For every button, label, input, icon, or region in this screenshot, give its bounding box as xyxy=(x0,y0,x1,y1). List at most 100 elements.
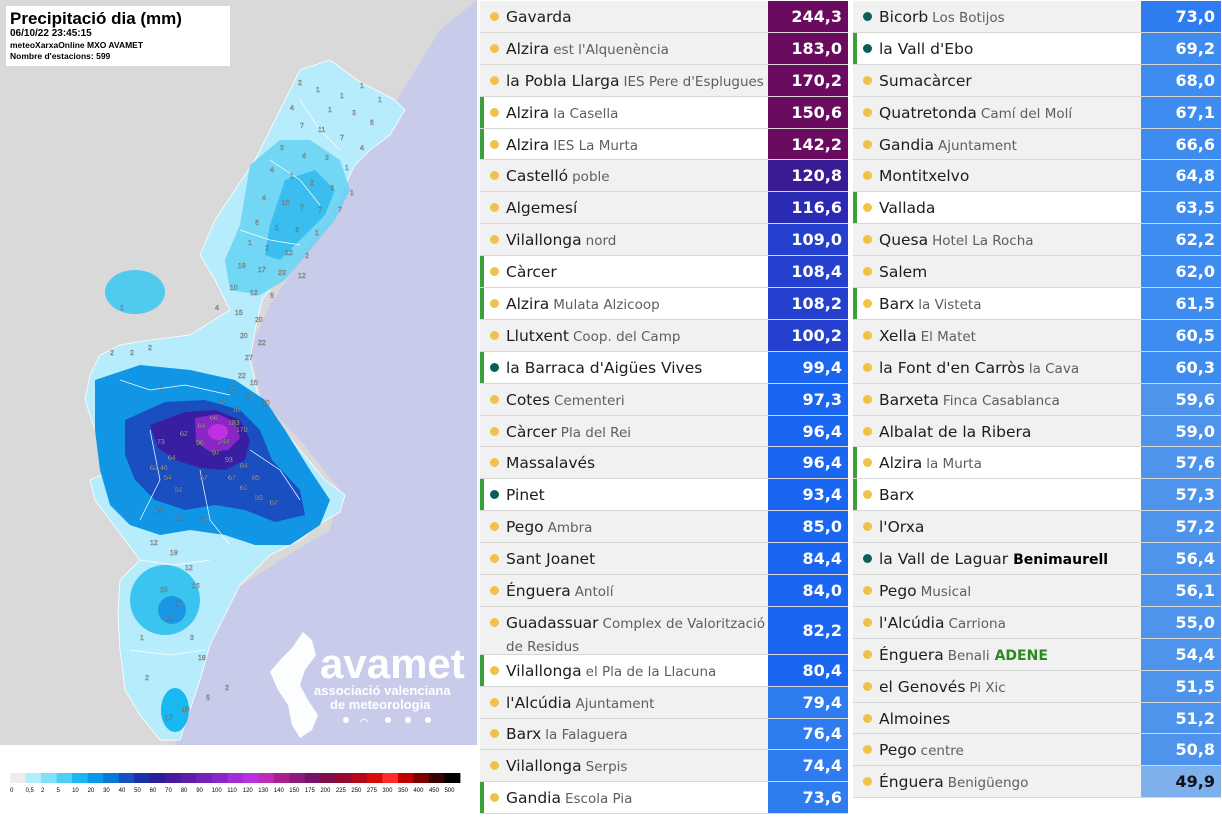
station-label: Gandia Escola Pia xyxy=(506,788,632,807)
station-map-label: 7 xyxy=(338,207,342,214)
station-name-cell: Castelló poble xyxy=(480,160,768,191)
legend-swatch xyxy=(351,773,368,783)
station-row[interactable]: Vilallonga Serpis 74,4 xyxy=(480,750,848,783)
station-row[interactable]: Sant Joanet 84,4 xyxy=(480,543,848,576)
station-row[interactable]: Pego centre 50,8 xyxy=(853,734,1221,767)
station-row[interactable]: Barx 57,3 xyxy=(853,479,1221,512)
station-label: Vilallonga Serpis xyxy=(506,756,627,775)
station-row[interactable]: Barx la Falaguera 76,4 xyxy=(480,718,848,751)
legend-swatch xyxy=(320,773,337,783)
station-label: Quatretonda Camí del Molí xyxy=(879,103,1072,122)
station-label: Énguera Benigüengo xyxy=(879,772,1028,791)
station-row[interactable]: Gandia Ajuntament 66,6 xyxy=(853,128,1221,161)
station-sublocation: la Murta xyxy=(926,456,982,473)
legend-tick-label: 100 xyxy=(212,788,223,794)
station-row[interactable]: Massalavés 96,4 xyxy=(480,447,848,480)
station-extra: Benimaurell xyxy=(1013,552,1109,569)
station-row[interactable]: l'Alcúdia Ajuntament 79,4 xyxy=(480,686,848,719)
station-row[interactable]: Pego Ambra 85,0 xyxy=(480,511,848,544)
station-name: l'Alcúdia xyxy=(506,693,572,712)
station-row[interactable]: Vallada 63,5 xyxy=(853,192,1221,225)
station-row[interactable]: el Genovés Pi Xic 51,5 xyxy=(853,670,1221,703)
station-row[interactable]: l'Alcúdia Carriona 55,0 xyxy=(853,606,1221,639)
station-row[interactable]: la Font d'en Carròs la Cava 60,3 xyxy=(853,351,1221,384)
station-map-label: 11 xyxy=(318,127,325,134)
station-row[interactable]: Pinet 93,4 xyxy=(480,479,848,512)
station-name-cell: Bicorb Los Botijos xyxy=(853,1,1141,32)
station-type-dot-yellow-icon xyxy=(490,761,499,771)
station-label: Castelló poble xyxy=(506,166,610,185)
station-row[interactable]: Bicorb Los Botijos 73,0 xyxy=(853,1,1221,33)
station-row[interactable]: Alzira IES La Murta 142,2 xyxy=(480,128,848,161)
station-row[interactable]: Barxeta Finca Casablanca 59,6 xyxy=(853,383,1221,416)
station-map-label: 67 xyxy=(228,475,236,482)
station-row[interactable]: Albalat de la Ribera 59,0 xyxy=(853,415,1221,448)
station-map-label: 97 xyxy=(212,450,220,457)
station-sublocation: nord xyxy=(585,233,617,250)
station-row[interactable]: la Barraca d'Aigües Vives 99,4 xyxy=(480,351,848,384)
station-row[interactable]: Énguera Benali ADENE 54,4 xyxy=(853,638,1221,671)
station-row[interactable]: Alzira la Casella 150,6 xyxy=(480,96,848,129)
station-name-cell: Albalat de la Ribera xyxy=(853,416,1141,447)
station-row[interactable]: Sumacàrcer 68,0 xyxy=(853,64,1221,97)
station-name: Llutxent xyxy=(506,326,569,345)
station-type-dot-yellow-icon xyxy=(863,362,872,372)
station-precip-value: 79,4 xyxy=(768,686,848,718)
station-row[interactable]: Alzira Mulata Alzicoop 108,2 xyxy=(480,288,848,320)
station-type-dot-yellow-icon xyxy=(863,139,872,149)
station-map-label: 64 xyxy=(198,423,206,430)
station-row[interactable]: Vilallonga nord 109,0 xyxy=(480,224,848,257)
station-row[interactable]: Énguera Antolí 84,0 xyxy=(480,575,848,607)
station-row[interactable]: Càrcer Pla del Rei 96,4 xyxy=(480,415,848,448)
station-row[interactable]: Castelló poble 120,8 xyxy=(480,160,848,193)
station-name-cell: Xella El Matet xyxy=(853,320,1141,351)
station-row[interactable]: Salem 62,0 xyxy=(853,256,1221,289)
station-precip-value: 76,4 xyxy=(768,718,848,750)
station-row[interactable]: Quesa Hotel La Rocha 62,2 xyxy=(853,224,1221,257)
station-row[interactable]: Xella El Matet 60,5 xyxy=(853,319,1221,352)
station-label: Vilallonga nord xyxy=(506,230,616,249)
legend-swatch xyxy=(335,773,352,783)
station-row[interactable]: Vilallonga el Pla de la Llacuna 80,4 xyxy=(480,654,848,687)
station-map-label: 1 xyxy=(360,83,364,90)
station-row[interactable]: la Vall d'Ebo 69,2 xyxy=(853,32,1221,65)
station-row[interactable]: Énguera Benigüengo 49,9 xyxy=(853,766,1221,799)
station-label: Gavarda xyxy=(506,7,572,26)
station-sublocation: Benigüengo xyxy=(947,775,1029,792)
station-row[interactable]: Cotes Cementeri 97,3 xyxy=(480,383,848,416)
station-row[interactable]: Càrcer 108,4 xyxy=(480,256,848,289)
legend-swatch xyxy=(134,773,151,783)
station-row[interactable]: Gandia Escola Pia 73,6 xyxy=(480,782,848,815)
station-name-cell: Énguera Benali ADENE xyxy=(853,639,1141,670)
station-row[interactable]: l'Orxa 57,2 xyxy=(853,511,1221,544)
station-row[interactable]: Montitxelvo 64,8 xyxy=(853,160,1221,193)
station-row[interactable]: Barx la Visteta 61,5 xyxy=(853,288,1221,320)
station-map-label: 61 xyxy=(240,485,248,492)
station-map-label: 66 xyxy=(210,415,218,422)
station-label: Almoines xyxy=(879,709,950,728)
station-type-dot-yellow-icon xyxy=(490,585,499,595)
station-row[interactable]: Algemesí 116,6 xyxy=(480,192,848,225)
station-label: Barx la Visteta xyxy=(879,294,981,313)
station-row[interactable]: la Vall de Laguar Benimaurell 56,4 xyxy=(853,543,1221,576)
station-sublocation: Carriona xyxy=(948,615,1006,632)
station-map-label: 244 xyxy=(218,439,230,446)
avamet-logo-sub2: de meteorologia xyxy=(330,697,431,712)
station-name-cell: Gandia Escola Pia xyxy=(480,782,768,814)
station-sublocation: Finca Casablanca xyxy=(942,392,1060,409)
station-row[interactable]: Llutxent Coop. del Camp 100,2 xyxy=(480,319,848,352)
station-sublocation: el Pla de la Llacuna xyxy=(585,663,717,680)
station-row[interactable]: Gavarda 244,3 xyxy=(480,1,848,33)
station-row[interactable]: Quatretonda Camí del Molí 67,1 xyxy=(853,96,1221,129)
station-name: Xella xyxy=(879,326,917,345)
station-type-dot-yellow-icon xyxy=(490,729,499,739)
station-row[interactable]: Guadassuar Complex de Valorització de Res… xyxy=(480,606,848,655)
station-map-label: 2 xyxy=(145,675,149,682)
station-row[interactable]: Almoines 51,2 xyxy=(853,702,1221,735)
legend-tick-label: 90 xyxy=(196,788,203,794)
station-row[interactable]: Pego Musical 56,1 xyxy=(853,575,1221,607)
station-row[interactable]: la Pobla Llarga IES Pere d'Esplugues 170,2 xyxy=(480,64,848,97)
station-row[interactable]: Alzira la Murta 57,6 xyxy=(853,447,1221,480)
station-row[interactable]: Alzira est l'Alquenència 183,0 xyxy=(480,32,848,65)
